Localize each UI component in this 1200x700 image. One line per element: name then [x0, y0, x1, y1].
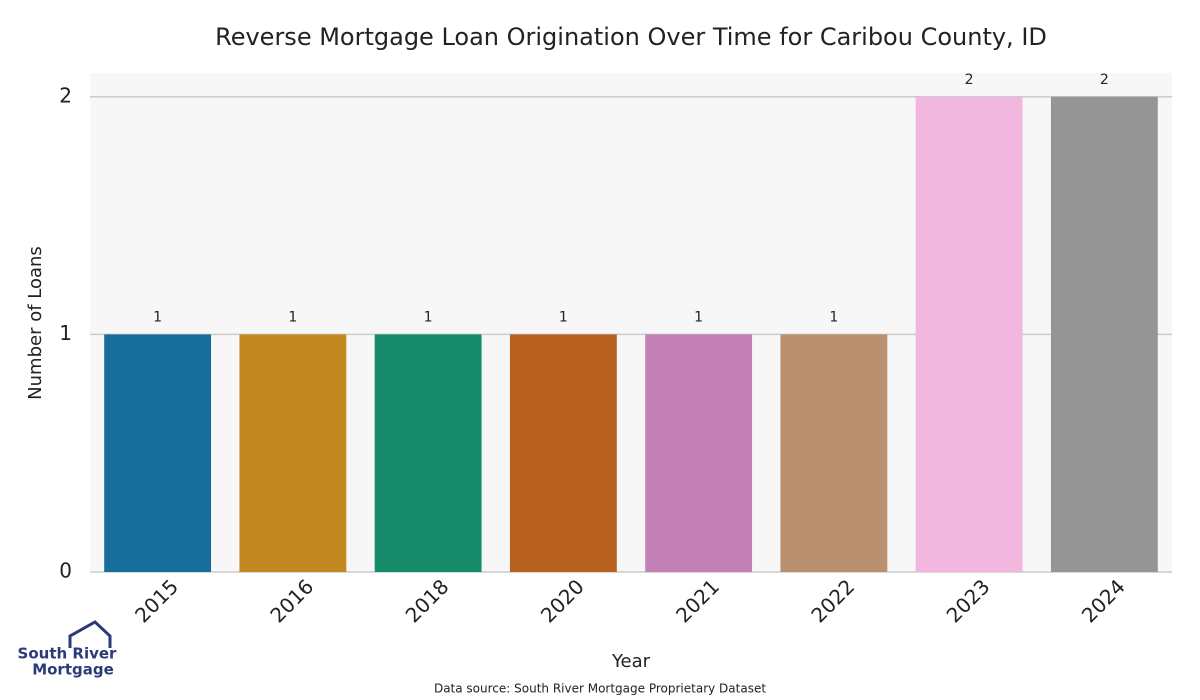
value-label: 1 — [288, 309, 297, 325]
bar — [239, 334, 347, 572]
logo-house — [68, 620, 112, 648]
bar — [645, 334, 753, 572]
x-axis-label: Year — [611, 651, 651, 672]
value-label: 1 — [829, 309, 838, 325]
value-label: 1 — [424, 309, 433, 325]
x-tick-label: 2021 — [671, 574, 724, 627]
logo-text: South River — [18, 645, 118, 663]
value-label: 2 — [1100, 72, 1109, 88]
value-label: 1 — [153, 309, 162, 325]
source-note: Data source: South River Mortgage Propri… — [434, 682, 766, 696]
logo: South River Mortgage — [18, 620, 118, 679]
y-tick-label: 2 — [59, 83, 72, 107]
bar — [509, 334, 617, 572]
y-tick-label: 0 — [59, 559, 72, 583]
y-tick-label: 1 — [59, 321, 72, 345]
value-label: 1 — [694, 309, 703, 325]
bar — [915, 96, 1023, 572]
bar — [374, 334, 482, 572]
value-label: 1 — [559, 309, 568, 325]
x-tick-label: 2015 — [130, 574, 183, 627]
logo-text: Mortgage — [32, 661, 114, 679]
bar — [104, 334, 212, 572]
x-tick-label: 2020 — [536, 574, 589, 627]
value-label: 2 — [965, 72, 974, 88]
bar — [780, 334, 888, 572]
x-tick-label: 2024 — [1077, 574, 1130, 627]
y-axis-label: Number of Loans — [25, 246, 46, 400]
x-tick-label: 2022 — [806, 574, 859, 627]
bar — [1050, 96, 1158, 572]
x-tick-label: 2023 — [942, 574, 995, 627]
x-tick-label: 2018 — [401, 574, 454, 627]
chart-title: Reverse Mortgage Loan Origination Over T… — [215, 23, 1047, 51]
x-tick-label: 2016 — [265, 574, 318, 627]
